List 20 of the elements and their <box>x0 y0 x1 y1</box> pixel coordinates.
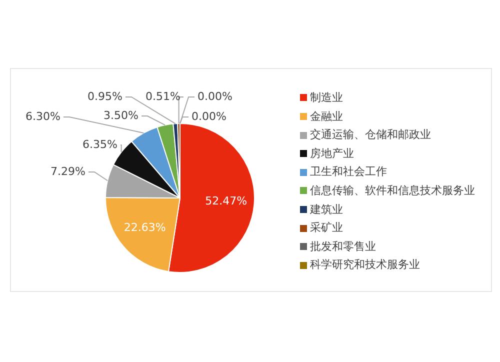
data-label: 0.95% <box>88 90 122 103</box>
legend-label: 科学研究和技术服务业 <box>310 258 420 272</box>
data-label: 3.50% <box>104 108 138 122</box>
legend-label: 卫生和社会工作 <box>310 165 387 178</box>
legend-label: 制造业 <box>310 91 343 104</box>
data-label: 0.51% <box>146 90 180 103</box>
legend-label: 建筑业 <box>310 202 343 216</box>
legend-label: 金融业 <box>310 110 343 123</box>
data-label: 6.30% <box>26 110 60 123</box>
legend-label: 信息传输、软件和信息技术服务业 <box>310 184 475 197</box>
legend-label: 采矿业 <box>310 221 343 234</box>
text: 0.00% <box>192 110 226 123</box>
legend-label: 批发和零售业 <box>310 240 376 253</box>
data-label: 52.47% <box>205 194 248 208</box>
text: 0.00% <box>198 90 232 103</box>
legend-label: 交通运输、仓储和邮政业 <box>310 128 431 142</box>
data-label: 6.35% <box>82 138 118 151</box>
data-label: 22.63% <box>124 220 166 234</box>
data-label: 7.29% <box>50 164 86 178</box>
legend-label: 房地产业 <box>310 146 354 160</box>
